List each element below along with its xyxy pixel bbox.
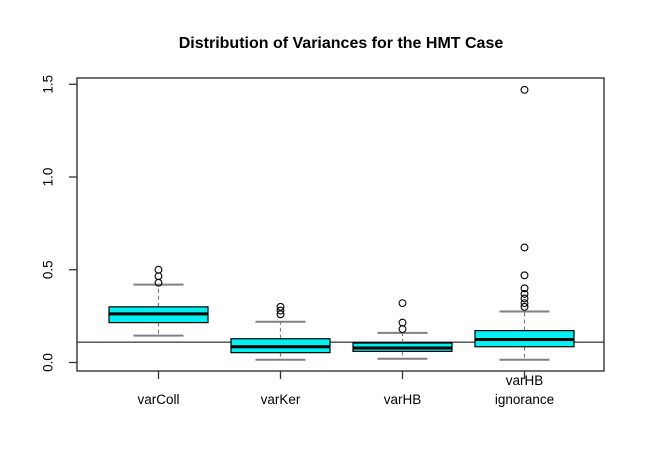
- x-tick-label-varhb: varHB: [384, 392, 422, 407]
- outlier-point-varhb-ignorance: [520, 299, 529, 308]
- outlier-point-varhb-ignorance: [520, 243, 529, 252]
- outlier-point-varhb-ignorance: [520, 289, 529, 298]
- x-tick-label-varcoll: varColl: [137, 392, 179, 407]
- outlier-point-varhb-ignorance: [520, 294, 529, 303]
- boxes-layer: [108, 85, 575, 361]
- outlier-point-varcoll: [154, 265, 163, 274]
- y-tick-label-0.0: 0.0: [41, 353, 56, 372]
- outlier-point-varker: [276, 302, 285, 311]
- outlier-point-varhb: [398, 299, 407, 308]
- outlier-point-varcoll: [154, 272, 163, 281]
- outlier-point-varhb-ignorance: [520, 284, 529, 293]
- y-tick-label-1.5: 1.5: [41, 75, 56, 94]
- y-tick-label-1.0: 1.0: [41, 168, 56, 187]
- x-tick-label-varhb-ignorance: ignorance: [495, 392, 554, 407]
- outlier-point-varhb: [398, 318, 407, 327]
- x-tick-label-varker: varKer: [261, 392, 301, 407]
- outlier-point-varhb-ignorance: [520, 302, 529, 311]
- outlier-point-varker: [276, 310, 285, 319]
- outlier-point-varhb-ignorance: [520, 85, 529, 94]
- outlier-point-varker: [276, 306, 285, 315]
- outlier-point-varhb: [398, 325, 407, 334]
- plot-frame: [76, 77, 605, 372]
- x-tick-label-varhb-ignorance: varHB: [506, 373, 544, 388]
- outlier-point-varhb-ignorance: [520, 271, 529, 280]
- y-tick-label-0.5: 0.5: [41, 260, 56, 279]
- chart-title: Distribution of Variances for the HMT Ca…: [179, 35, 504, 52]
- plot-frame-layer: [76, 77, 605, 372]
- axes-layer: varColl varKer varHB varHB ignorance 0.0 0.5 1.…: [41, 75, 554, 407]
